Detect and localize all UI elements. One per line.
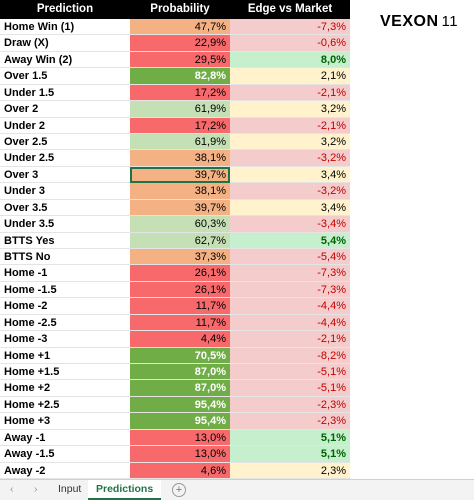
logo-number: 11	[441, 13, 459, 30]
row-label: Home +3	[0, 413, 130, 430]
edge-cell: 2,1%	[230, 68, 350, 85]
edge-cell: -8,2%	[230, 347, 350, 364]
row-label: Away -2	[0, 463, 130, 479]
probability-cell: 87,0%	[130, 380, 230, 397]
row-label: Over 3	[0, 167, 130, 184]
row-label: Over 2.5	[0, 134, 130, 151]
probability-cell: 29,5%	[130, 51, 230, 69]
add-sheet-button[interactable]: +	[172, 483, 186, 497]
edge-cell: -7,3%	[230, 265, 350, 282]
probability-cell: 38,1%	[130, 183, 230, 200]
column-header: Probability	[130, 0, 230, 19]
column-header: Edge vs Market	[230, 0, 350, 19]
row-label: Home +2.5	[0, 397, 130, 414]
sheet-tab[interactable]: Input	[58, 483, 82, 495]
edge-cell: -2,3%	[230, 396, 350, 414]
edge-cell: 3,2%	[230, 134, 350, 151]
row-label: Away -1.5	[0, 446, 130, 463]
probability-cell: 47,7%	[130, 19, 230, 36]
probability-cell: 26,1%	[130, 265, 230, 282]
edge-cell: 5,1%	[230, 446, 350, 463]
edge-cell: -3,4%	[230, 216, 350, 233]
edge-cell: -7,3%	[230, 19, 350, 36]
tab-scroll-left[interactable]: ‹	[10, 483, 14, 495]
row-label: Home -1	[0, 265, 130, 282]
probability-cell: 95,4%	[130, 396, 230, 414]
probability-cell: 87,0%	[130, 364, 230, 381]
row-label: Home +1	[0, 348, 130, 364]
edge-cell: 3,4%	[230, 166, 350, 184]
probability-cell: 39,7%	[130, 199, 230, 217]
row-label: BTTS No	[0, 249, 130, 266]
row-label: Away Win (2)	[0, 52, 130, 69]
edge-cell: -4,4%	[230, 298, 350, 315]
edge-cell: 3,2%	[230, 101, 350, 118]
probability-cell: 39,7%	[130, 166, 230, 184]
row-label: Home Win (1)	[0, 19, 130, 36]
edge-cell: -0,6%	[230, 35, 350, 52]
edge-cell: 3,4%	[230, 199, 350, 217]
row-label: Home -1.5	[0, 282, 130, 299]
row-label: Under 3.5	[0, 216, 130, 233]
probability-cell: 70,5%	[130, 347, 230, 364]
probability-cell: 61,9%	[130, 101, 230, 118]
row-label: Home +2	[0, 380, 130, 397]
row-label: Draw (X)	[0, 35, 130, 52]
probability-cell: 13,0%	[130, 429, 230, 447]
probability-cell: 26,1%	[130, 281, 230, 299]
edge-cell: -7,3%	[230, 281, 350, 299]
row-label: Under 3	[0, 183, 130, 200]
row-label: Under 1.5	[0, 85, 130, 102]
probability-cell: 61,9%	[130, 134, 230, 151]
probability-cell: 95,4%	[130, 413, 230, 430]
probability-cell: 37,3%	[130, 249, 230, 266]
edge-cell: -2,1%	[230, 84, 350, 102]
probability-cell: 22,9%	[130, 35, 230, 52]
probability-cell: 17,2%	[130, 117, 230, 134]
probability-cell: 11,7%	[130, 298, 230, 315]
row-label: Home -3	[0, 331, 130, 348]
edge-cell: -5,4%	[230, 249, 350, 266]
edge-cell: -5,1%	[230, 364, 350, 381]
logo-name: VEXON	[380, 13, 439, 30]
row-label: Over 1.5	[0, 68, 130, 85]
probability-cell: 4,6%	[130, 462, 230, 479]
row-label: Under 2.5	[0, 150, 130, 167]
edge-cell: 2,3%	[230, 462, 350, 479]
edge-cell: -5,1%	[230, 380, 350, 397]
edge-cell: -2,1%	[230, 331, 350, 348]
probability-cell: 38,1%	[130, 150, 230, 167]
row-label: Under 2	[0, 118, 130, 134]
tab-scroll-right[interactable]: ›	[34, 483, 38, 495]
probability-cell: 13,0%	[130, 446, 230, 463]
tab-bar: ‹ › Input Predictions +	[0, 479, 474, 500]
row-label: Away -1	[0, 430, 130, 447]
edge-cell: -4,4%	[230, 314, 350, 332]
sheet-tab-active[interactable]: Predictions	[88, 480, 162, 500]
row-label: Over 2	[0, 101, 130, 118]
probability-cell: 17,2%	[130, 84, 230, 102]
column-header: Prediction	[0, 0, 130, 19]
edge-cell: -3,2%	[230, 150, 350, 167]
row-label: BTTS Yes	[0, 233, 130, 249]
edge-cell: 5,1%	[230, 429, 350, 447]
probability-cell: 4,4%	[130, 331, 230, 348]
row-label: Home -2	[0, 298, 130, 315]
row-label: Home +1.5	[0, 364, 130, 381]
edge-cell: 5,4%	[230, 232, 350, 249]
probability-cell: 82,8%	[130, 68, 230, 85]
edge-cell: 8,0%	[230, 51, 350, 69]
edge-cell: -2,1%	[230, 117, 350, 134]
probability-cell: 62,7%	[130, 232, 230, 249]
logo: VEXON 11	[380, 13, 458, 31]
edge-cell: -3,2%	[230, 183, 350, 200]
row-label: Over 3.5	[0, 200, 130, 217]
edge-cell: -2,3%	[230, 413, 350, 430]
probability-cell: 11,7%	[130, 314, 230, 332]
row-label: Home -2.5	[0, 315, 130, 332]
probability-cell: 60,3%	[130, 216, 230, 233]
